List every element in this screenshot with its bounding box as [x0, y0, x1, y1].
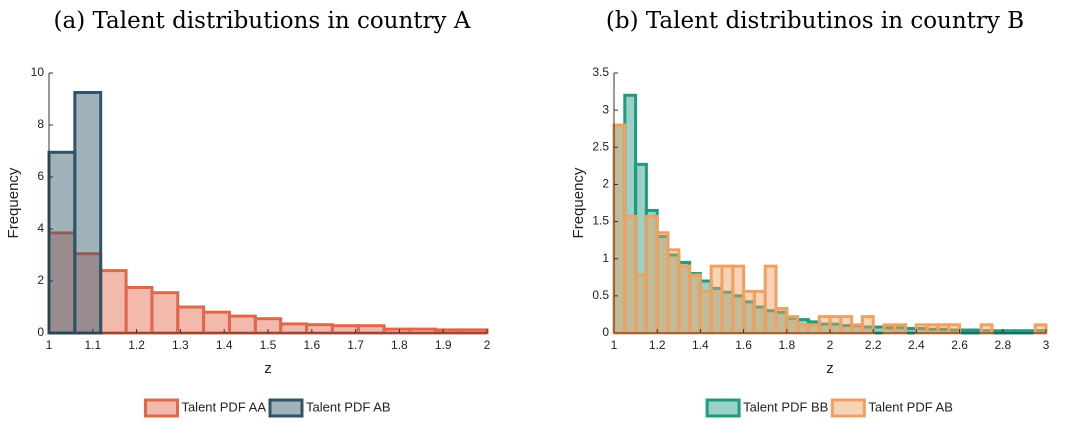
x-tick-label: 1.8 — [391, 338, 408, 352]
x-tick-label: 1.6 — [303, 338, 320, 352]
bar — [655, 231, 670, 335]
x-tick-label: 1.4 — [692, 338, 709, 352]
bar — [623, 214, 638, 335]
bar — [150, 291, 180, 335]
bar — [947, 323, 962, 335]
x-tick-label: 1 — [611, 338, 618, 352]
x-tick-label: 1.3 — [172, 338, 189, 352]
legend-label: Talent PDF AA — [181, 399, 266, 414]
bar — [925, 323, 940, 335]
bar — [1033, 323, 1048, 335]
y-tick-label: 3.5 — [592, 65, 609, 79]
bar — [698, 289, 713, 335]
legend-swatch — [143, 398, 179, 418]
y-tick-label: 6 — [37, 169, 44, 183]
y-tick-label: 1.5 — [592, 214, 609, 228]
bar — [742, 289, 756, 335]
y-tick-label: 10 — [31, 65, 45, 79]
x-tick-label: 2.2 — [865, 338, 882, 352]
bar — [936, 323, 951, 335]
bar — [850, 323, 864, 335]
y-tick-label: 1 — [602, 251, 609, 265]
bar — [408, 327, 437, 335]
bar — [330, 324, 360, 335]
legend-swatch — [830, 398, 866, 418]
bar — [202, 310, 231, 335]
x-tick-label: 2.8 — [994, 338, 1011, 352]
x-tick-label: 1.8 — [778, 338, 795, 352]
bar — [904, 327, 918, 335]
legend-label: Talent PDF BB — [743, 399, 828, 414]
bar — [677, 264, 692, 335]
bar — [828, 315, 843, 335]
y-tick-label: 4 — [37, 221, 44, 235]
x-tick-label: 1.4 — [216, 338, 233, 352]
y-tick-label: 2.5 — [592, 139, 609, 153]
bar — [882, 323, 897, 335]
bar — [806, 323, 821, 335]
bar — [785, 315, 800, 335]
bar — [612, 123, 627, 335]
chart-title: (b) Talent distributinos in country B — [606, 8, 1024, 34]
bar — [774, 306, 789, 335]
bar — [720, 264, 735, 335]
bar — [356, 324, 386, 335]
bar — [871, 325, 886, 335]
y-tick-label: 8 — [37, 117, 44, 131]
x-tick-label: 1.7 — [347, 338, 364, 352]
bar — [666, 248, 681, 335]
y-tick-label: 2 — [602, 177, 609, 191]
x-tick-label: 1.2 — [128, 338, 145, 352]
legend-swatch — [268, 398, 304, 418]
x-tick-label: 1 — [46, 338, 53, 352]
bar — [124, 286, 154, 335]
bar — [47, 150, 77, 335]
bar — [796, 323, 810, 335]
x-tick-label: 2.4 — [908, 338, 925, 352]
x-axis-label: z — [264, 360, 272, 377]
y-tick-label: 0.5 — [592, 288, 609, 302]
bar — [817, 315, 832, 335]
bar — [914, 323, 929, 335]
chart-title: (a) Talent distributions in country A — [54, 8, 471, 34]
x-tick-label: 2.6 — [951, 338, 968, 352]
bar — [731, 264, 746, 335]
x-tick-label: 1.2 — [649, 338, 666, 352]
legend-label: Talent PDF AB — [306, 399, 391, 414]
bar — [99, 269, 128, 335]
bar — [763, 264, 778, 335]
bar — [176, 305, 206, 335]
bar — [860, 315, 875, 335]
bar — [644, 214, 659, 335]
bar — [73, 91, 103, 335]
bar — [688, 273, 702, 335]
bar — [634, 273, 648, 335]
x-tick-label: 1.5 — [260, 338, 277, 352]
y-tick-label: 0 — [37, 325, 44, 339]
legend-swatch — [705, 398, 741, 418]
y-tick-label: 0 — [602, 325, 609, 339]
bar — [279, 322, 309, 335]
x-tick-label: 2 — [484, 338, 491, 352]
x-axis-label: z — [826, 360, 834, 377]
legend-label: Talent PDF AB — [868, 399, 953, 414]
y-axis-label: Frequency — [570, 167, 587, 238]
y-axis-label: Frequency — [5, 167, 22, 238]
bar — [752, 289, 767, 335]
bar — [305, 323, 334, 335]
y-tick-label: 3 — [602, 102, 609, 116]
x-tick-label: 3 — [1043, 338, 1050, 352]
x-tick-label: 1.9 — [435, 338, 452, 352]
x-tick-label: 1.6 — [735, 338, 752, 352]
bar — [839, 315, 854, 335]
y-tick-label: 2 — [37, 273, 44, 287]
x-tick-label: 1.1 — [84, 338, 101, 352]
bar — [227, 314, 257, 335]
bar — [979, 323, 994, 335]
bar — [893, 323, 908, 335]
bar — [382, 327, 412, 335]
bar — [709, 264, 724, 335]
x-tick-label: 2 — [827, 338, 834, 352]
